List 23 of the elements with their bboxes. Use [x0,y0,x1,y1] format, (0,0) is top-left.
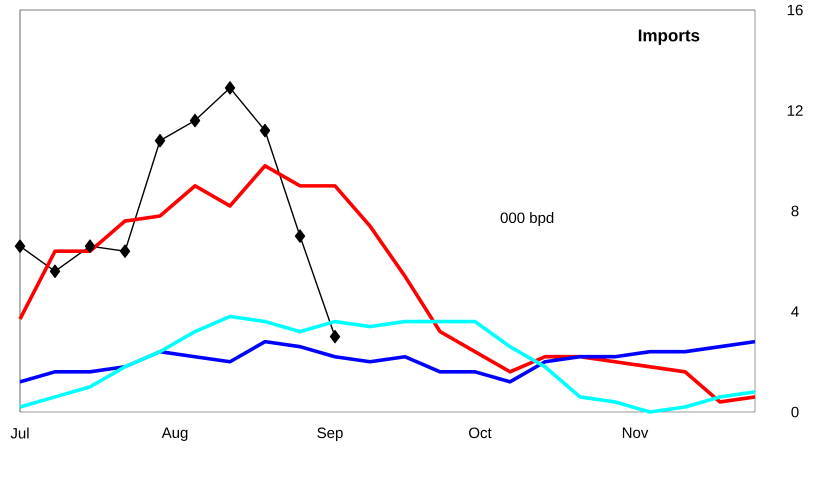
x-tick-label: Aug [162,428,188,441]
point [224,81,236,95]
y-tick-label: 8 [791,206,799,216]
point [154,134,166,148]
point [260,124,270,138]
point [50,264,60,278]
y-tick-label: 12 [788,105,803,116]
point [190,114,200,128]
y-tick-label: 4 [791,306,799,317]
point [330,330,340,344]
point [84,239,96,253]
text: Imports [638,30,700,45]
x-tick-label: Oct [469,428,492,438]
x-tick-label: Nov [622,428,648,438]
y-tick-label: 16 [788,4,803,16]
point [120,244,130,258]
x-tick-label: Sep [317,428,343,442]
point [294,229,306,243]
x-tick-label: Jul [10,428,29,439]
annotation: 000 bpd [500,212,554,226]
point [14,239,26,253]
line-series [18,340,757,384]
y-tick-label: 0 [791,406,799,418]
